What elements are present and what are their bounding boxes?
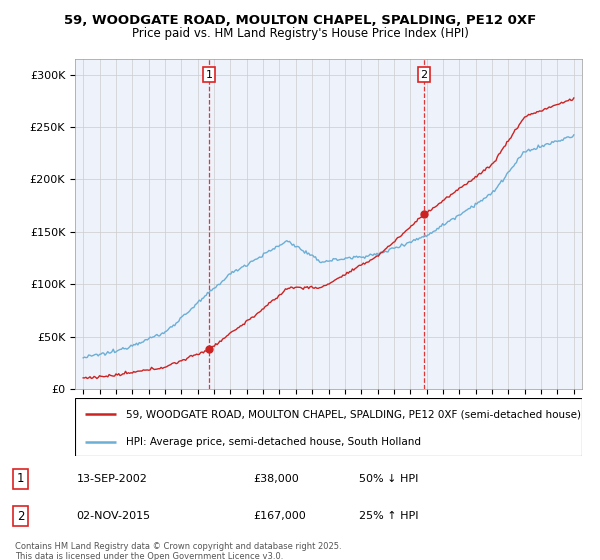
Text: 13-SEP-2002: 13-SEP-2002 (77, 474, 148, 484)
Text: 59, WOODGATE ROAD, MOULTON CHAPEL, SPALDING, PE12 0XF: 59, WOODGATE ROAD, MOULTON CHAPEL, SPALD… (64, 14, 536, 27)
Text: 50% ↓ HPI: 50% ↓ HPI (359, 474, 418, 484)
FancyBboxPatch shape (75, 398, 582, 456)
Text: 59, WOODGATE ROAD, MOULTON CHAPEL, SPALDING, PE12 0XF (semi-detached house): 59, WOODGATE ROAD, MOULTON CHAPEL, SPALD… (126, 409, 581, 419)
Text: 2: 2 (421, 69, 428, 80)
Text: 02-NOV-2015: 02-NOV-2015 (77, 511, 151, 521)
Text: 25% ↑ HPI: 25% ↑ HPI (359, 511, 418, 521)
Text: Contains HM Land Registry data © Crown copyright and database right 2025.
This d: Contains HM Land Registry data © Crown c… (15, 542, 341, 560)
Text: £167,000: £167,000 (253, 511, 306, 521)
Text: 2: 2 (17, 510, 25, 523)
Text: HPI: Average price, semi-detached house, South Holland: HPI: Average price, semi-detached house,… (126, 437, 421, 447)
Text: 1: 1 (17, 472, 25, 485)
Text: £38,000: £38,000 (253, 474, 299, 484)
Text: Price paid vs. HM Land Registry's House Price Index (HPI): Price paid vs. HM Land Registry's House … (131, 27, 469, 40)
Text: 1: 1 (206, 69, 212, 80)
